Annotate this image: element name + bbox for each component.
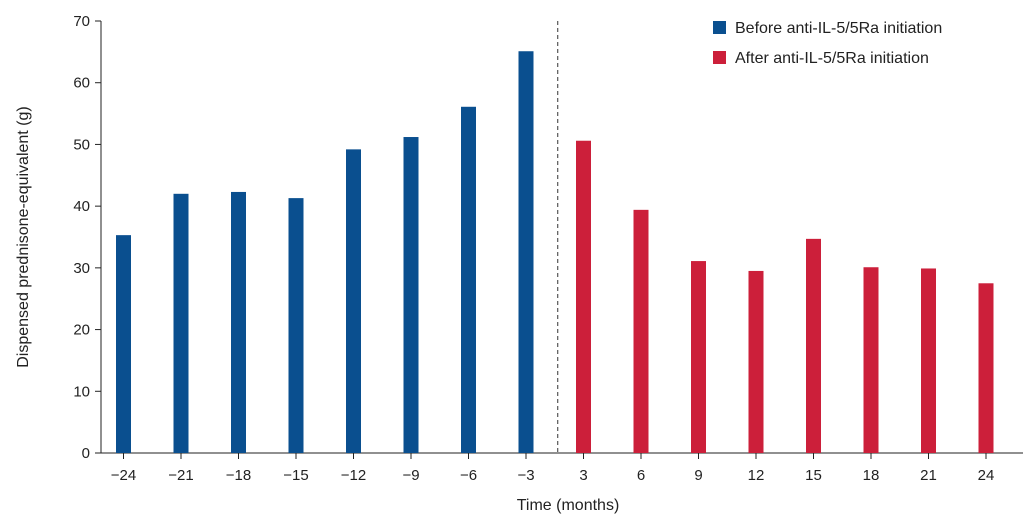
y-tick-label: 0 bbox=[82, 445, 90, 462]
y-tick-label: 60 bbox=[73, 75, 90, 92]
x-axis-title: Time (months) bbox=[517, 497, 620, 514]
bar-before bbox=[346, 149, 361, 453]
bar-after bbox=[863, 267, 879, 453]
bar-after bbox=[806, 238, 821, 453]
bar-after bbox=[921, 268, 936, 453]
bar-after bbox=[633, 209, 649, 453]
bar-before bbox=[403, 137, 419, 453]
bar-before bbox=[461, 106, 476, 453]
x-tick-label: −24 bbox=[111, 467, 136, 484]
x-tick-label: 9 bbox=[694, 467, 702, 484]
bar-before bbox=[116, 235, 131, 453]
y-axis: 0 10 20 30 40 50 60 70 bbox=[73, 13, 102, 462]
bar-after bbox=[748, 270, 764, 453]
bar-before bbox=[173, 193, 189, 454]
x-tick-label: 15 bbox=[805, 467, 822, 484]
x-tick-label: 6 bbox=[637, 467, 645, 484]
x-tick-label: −3 bbox=[517, 467, 534, 484]
bar-before bbox=[231, 191, 246, 453]
x-tick-label: −15 bbox=[283, 467, 308, 484]
x-tick-label: −9 bbox=[402, 467, 419, 484]
x-tick-label: −21 bbox=[168, 467, 193, 484]
y-tick-label: 50 bbox=[73, 136, 90, 153]
legend-label-before: Before anti-IL-5/5Ra initiation bbox=[735, 20, 942, 37]
bar-after bbox=[978, 283, 994, 453]
y-axis-title: Dispensed prednisone-equivalent (g) bbox=[15, 106, 32, 368]
x-tick-label: 18 bbox=[863, 467, 880, 484]
x-axis: −24 −21 −18 −15 −12 −9 −6 −3 3 6 9 12 15 18 21 24 bbox=[101, 452, 1023, 484]
y-tick-label: 40 bbox=[73, 198, 90, 215]
bar-after bbox=[691, 261, 706, 453]
y-tick-label: 30 bbox=[73, 260, 90, 277]
x-tick-label: 21 bbox=[920, 467, 937, 484]
legend-swatch-before bbox=[713, 21, 726, 34]
legend-swatch-after bbox=[713, 51, 726, 64]
legend: Before anti-IL-5/5Ra initiation After an… bbox=[713, 20, 942, 67]
x-tick-label: 3 bbox=[579, 467, 587, 484]
x-tick-label: −6 bbox=[460, 467, 477, 484]
x-tick-label: 12 bbox=[748, 467, 765, 484]
bar-after bbox=[576, 140, 591, 453]
x-tick-label: 24 bbox=[978, 467, 995, 484]
x-tick-label: −18 bbox=[226, 467, 251, 484]
bar-before bbox=[518, 51, 534, 454]
y-tick-label: 70 bbox=[73, 13, 90, 30]
x-tick-label: −12 bbox=[341, 467, 366, 484]
bar-before bbox=[288, 198, 304, 453]
y-tick-label: 20 bbox=[73, 322, 90, 339]
bars-group bbox=[116, 51, 994, 454]
legend-label-after: After anti-IL-5/5Ra initiation bbox=[735, 50, 929, 67]
y-tick-label: 10 bbox=[73, 383, 90, 400]
